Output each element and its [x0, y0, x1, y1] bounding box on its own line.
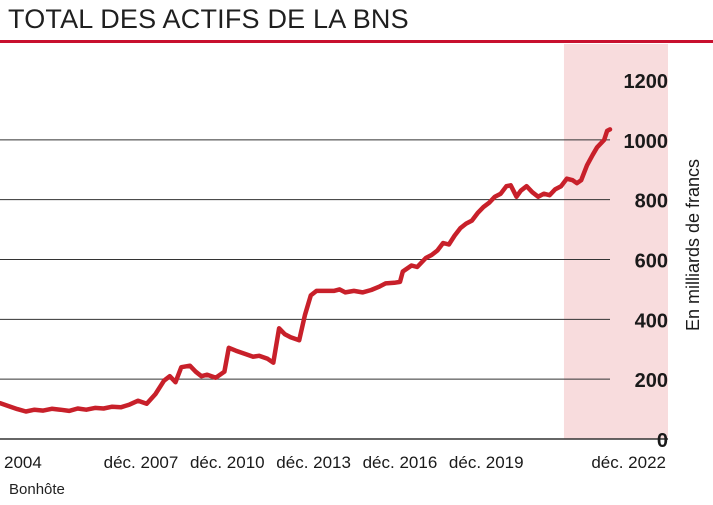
x-tick-labels: 2004 déc. 2007 déc. 2010 déc. 2013 déc. 2016…	[4, 453, 666, 472]
y-tick-label: 0	[657, 430, 668, 452]
y-axis-label: En milliards de francs	[683, 159, 703, 331]
y-tick-label: 600	[635, 251, 668, 273]
y-tick-label: 200	[635, 370, 668, 392]
x-tick-label: déc. 2016	[363, 453, 438, 472]
y-tick-labels: 0 200 400 600 800 1000 1200	[624, 71, 669, 452]
series-line	[0, 127, 613, 414]
y-tick-label: 1000	[624, 131, 669, 153]
shaded-region	[563, 44, 668, 439]
chart-title: TOTAL DES ACTIFS DE LA BNS	[8, 4, 409, 34]
x-tick-label: déc. 2019	[449, 453, 524, 472]
y-tick-label: 800	[635, 191, 668, 213]
y-tick-label: 400	[635, 310, 668, 332]
x-tick-label: déc. 2007	[104, 453, 179, 472]
x-tick-label: déc. 2013	[276, 453, 351, 472]
x-tick-label: 2004	[4, 453, 42, 472]
title-rule	[0, 40, 713, 43]
source-label: Bonhôte	[9, 481, 65, 498]
x-tick-label: déc. 2010	[190, 453, 265, 472]
y-tick-label: 1200	[624, 71, 669, 93]
gridlines	[0, 139, 668, 440]
x-tick-label: déc. 2022	[591, 453, 666, 472]
